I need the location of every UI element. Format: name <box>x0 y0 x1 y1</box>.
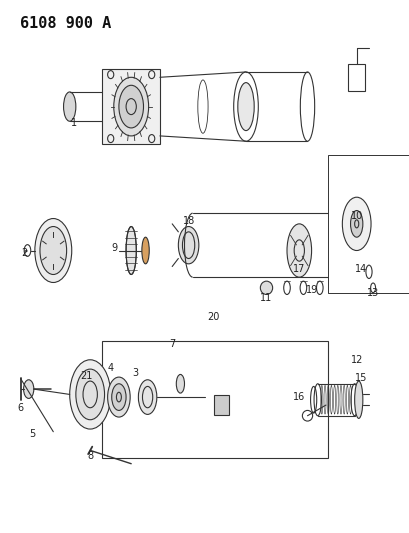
Ellipse shape <box>119 85 143 128</box>
Text: 16: 16 <box>292 392 305 402</box>
Bar <box>213 395 228 415</box>
Text: 11: 11 <box>260 294 272 303</box>
Ellipse shape <box>260 281 272 294</box>
Text: 18: 18 <box>182 216 194 226</box>
Text: 20: 20 <box>207 312 219 322</box>
Ellipse shape <box>111 384 126 410</box>
Text: 6108 900 A: 6108 900 A <box>20 16 112 31</box>
Ellipse shape <box>142 237 149 264</box>
Text: 6: 6 <box>18 403 23 413</box>
Text: 10: 10 <box>350 211 362 221</box>
Text: 1: 1 <box>71 118 76 127</box>
Text: 17: 17 <box>292 264 305 274</box>
Ellipse shape <box>126 227 136 274</box>
Text: 2: 2 <box>21 248 28 258</box>
Ellipse shape <box>63 92 76 122</box>
Text: 21: 21 <box>80 371 92 381</box>
Ellipse shape <box>286 224 311 277</box>
Ellipse shape <box>176 374 184 393</box>
Text: 14: 14 <box>354 264 366 274</box>
Text: 15: 15 <box>354 374 366 383</box>
Text: 19: 19 <box>305 286 317 295</box>
Text: 5: 5 <box>29 430 36 439</box>
Bar <box>348 64 364 91</box>
Ellipse shape <box>113 77 148 136</box>
Ellipse shape <box>237 83 254 131</box>
Text: 4: 4 <box>108 363 113 373</box>
Polygon shape <box>102 69 160 144</box>
Ellipse shape <box>342 197 370 251</box>
Text: 13: 13 <box>366 288 378 298</box>
Text: 8: 8 <box>87 451 93 461</box>
Ellipse shape <box>354 381 362 418</box>
Ellipse shape <box>107 377 130 417</box>
Ellipse shape <box>35 219 72 282</box>
Ellipse shape <box>138 379 156 415</box>
Ellipse shape <box>24 379 34 399</box>
Ellipse shape <box>76 369 104 420</box>
Text: 12: 12 <box>350 355 362 365</box>
Ellipse shape <box>70 360 110 429</box>
Ellipse shape <box>178 227 198 264</box>
Bar <box>102 341 327 458</box>
Text: 3: 3 <box>132 368 138 378</box>
Bar <box>327 155 409 293</box>
Text: 7: 7 <box>169 339 175 349</box>
Text: 9: 9 <box>112 243 117 253</box>
Ellipse shape <box>40 227 67 274</box>
Ellipse shape <box>350 211 362 237</box>
